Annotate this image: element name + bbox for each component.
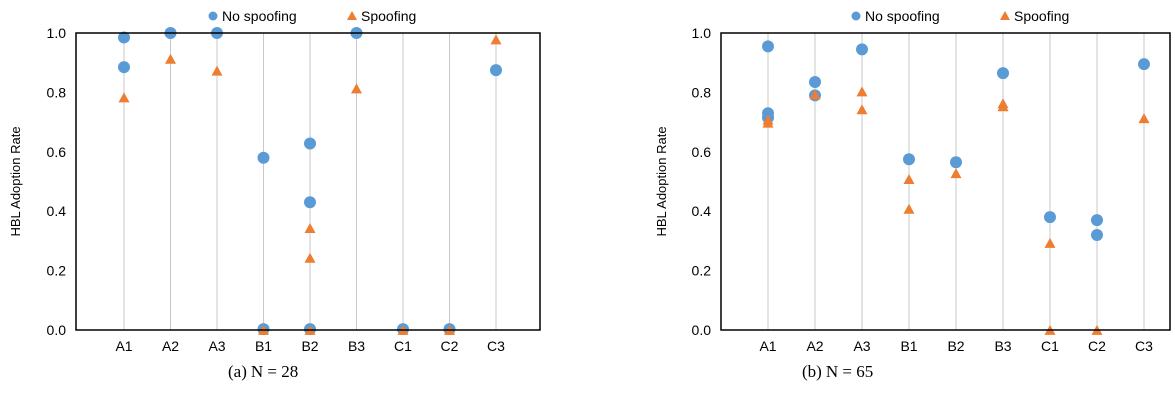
point-no-spoofing-b3 (997, 67, 1009, 80)
x-tick-label-a2: A2 (806, 338, 823, 354)
legend-marker-no-spoofing (208, 11, 218, 21)
legend-label-spoofing: Spoofing (361, 8, 416, 24)
point-no-spoofing-b2 (950, 156, 962, 169)
point-no-spoofing-c3 (1138, 58, 1150, 71)
legend-marker-spoofing (347, 11, 357, 20)
y-tick-label: 0.2 (692, 263, 712, 279)
y-tick-label: 1.0 (692, 25, 712, 41)
point-spoofing-a3 (211, 65, 223, 76)
point-spoofing-b1 (903, 203, 915, 214)
point-spoofing-a2 (165, 53, 176, 64)
point-spoofing-b3 (997, 101, 1009, 112)
caption-b-text: N = 65 (825, 362, 874, 381)
x-tick-label-a3: A3 (208, 338, 225, 354)
x-tick-label-b1: B1 (900, 338, 917, 354)
plot-frame (75, 32, 541, 331)
point-no-spoofing-c2 (1091, 214, 1103, 227)
x-tick-label-b3: B3 (994, 338, 1011, 354)
y-axis-label: HBL Adoption Rate (654, 126, 669, 236)
caption-a: (a) N = 28 (228, 362, 298, 382)
x-tick-label-b2: B2 (947, 338, 964, 354)
y-tick-label: 0.2 (47, 263, 67, 279)
x-tick-label-a3: A3 (853, 338, 870, 354)
scatter-chart-b: No spoofing Spoofing 0.0 0.2 0.4 0.6 0.8 1.0 A1 A… (654, 8, 1171, 354)
legend-marker-no-spoofing (851, 11, 861, 21)
legend-marker-spoofing (1000, 11, 1010, 20)
point-spoofing-b2 (304, 252, 316, 263)
point-spoofing-a1 (762, 117, 774, 128)
x-tick-label-b1: B1 (255, 338, 272, 354)
chart-panel-b: No spoofing Spoofing 0.0 0.2 0.4 0.6 0.8 1.0 A1 A… (600, 0, 1175, 396)
legend: No spoofing Spoofing (208, 8, 416, 24)
legend-label-no-spoofing: No spoofing (222, 8, 297, 24)
caption-a-label: (a) (228, 362, 247, 381)
point-no-spoofing-c1 (1044, 211, 1056, 224)
point-no-spoofing-b2 (304, 196, 316, 209)
y-tick-label: 0.6 (47, 144, 67, 160)
y-tick-label: 0.6 (692, 144, 712, 160)
chart-panel-a: No spoofing Spoofing 0.0 0.2 0.4 0.6 0.8 1.0 A1 A… (0, 0, 580, 396)
point-spoofing-c1 (1044, 237, 1056, 248)
y-tick-label: 0.8 (692, 84, 712, 100)
x-tick-label-c3: C3 (1135, 338, 1153, 354)
y-tick-label: 0.0 (692, 322, 712, 338)
y-tick-label: 0.8 (47, 84, 67, 100)
point-no-spoofing-b2 (304, 137, 316, 150)
y-tick-label: 0.4 (692, 203, 712, 219)
point-no-spoofing-a1 (118, 31, 130, 44)
legend-label-spoofing: Spoofing (1014, 8, 1069, 24)
point-spoofing-a1 (118, 92, 130, 103)
point-no-spoofing-c3 (490, 64, 502, 77)
y-tick-label: 0.0 (47, 322, 67, 338)
point-no-spoofing-a1 (762, 40, 774, 53)
caption-a-text: N = 28 (250, 362, 299, 381)
x-tick-label-b3: B3 (348, 338, 365, 354)
point-no-spoofing-a3 (856, 43, 868, 56)
legend: No spoofing Spoofing (851, 8, 1069, 24)
plot-frame (720, 32, 1171, 331)
caption-b: (b) N = 65 (802, 362, 873, 382)
x-tick-label-a1: A1 (115, 338, 132, 354)
y-tick-label: 0.4 (47, 203, 67, 219)
point-spoofing-c3 (490, 34, 502, 45)
x-tick-label-c2: C2 (441, 338, 459, 354)
point-spoofing-b3 (351, 83, 362, 94)
point-no-spoofing-b1 (903, 153, 915, 166)
x-tick-label-c2: C2 (1088, 338, 1106, 354)
x-tick-label-c3: C3 (487, 338, 505, 354)
point-spoofing-a2 (809, 89, 821, 100)
point-spoofing-b2 (304, 223, 316, 234)
x-tick-label-c1: C1 (1041, 338, 1059, 354)
point-no-spoofing-a1 (118, 61, 130, 74)
point-no-spoofing-b1 (257, 151, 270, 164)
x-tick-label-b2: B2 (301, 338, 318, 354)
point-spoofing-c3 (1138, 113, 1150, 124)
legend-label-no-spoofing: No spoofing (865, 8, 940, 24)
point-spoofing-b2 (950, 168, 962, 179)
point-spoofing-a3 (856, 104, 868, 115)
point-no-spoofing-c2 (1091, 228, 1103, 241)
scatter-chart-a: No spoofing Spoofing 0.0 0.2 0.4 0.6 0.8 1.0 A1 A… (8, 8, 541, 354)
caption-b-label: (b) (802, 362, 822, 381)
y-tick-label: 1.0 (47, 25, 67, 41)
point-spoofing-a3 (856, 86, 868, 97)
point-spoofing-b1 (903, 174, 915, 185)
y-axis-label: HBL Adoption Rate (8, 126, 23, 236)
point-no-spoofing-a2 (809, 76, 821, 89)
x-tick-label-a1: A1 (759, 338, 776, 354)
x-tick-label-c1: C1 (394, 338, 412, 354)
x-tick-label-a2: A2 (162, 338, 179, 354)
